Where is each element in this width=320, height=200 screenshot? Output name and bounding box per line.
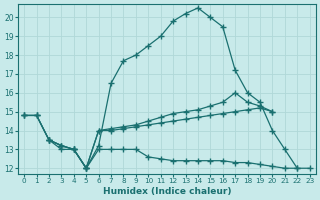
- X-axis label: Humidex (Indice chaleur): Humidex (Indice chaleur): [103, 187, 231, 196]
